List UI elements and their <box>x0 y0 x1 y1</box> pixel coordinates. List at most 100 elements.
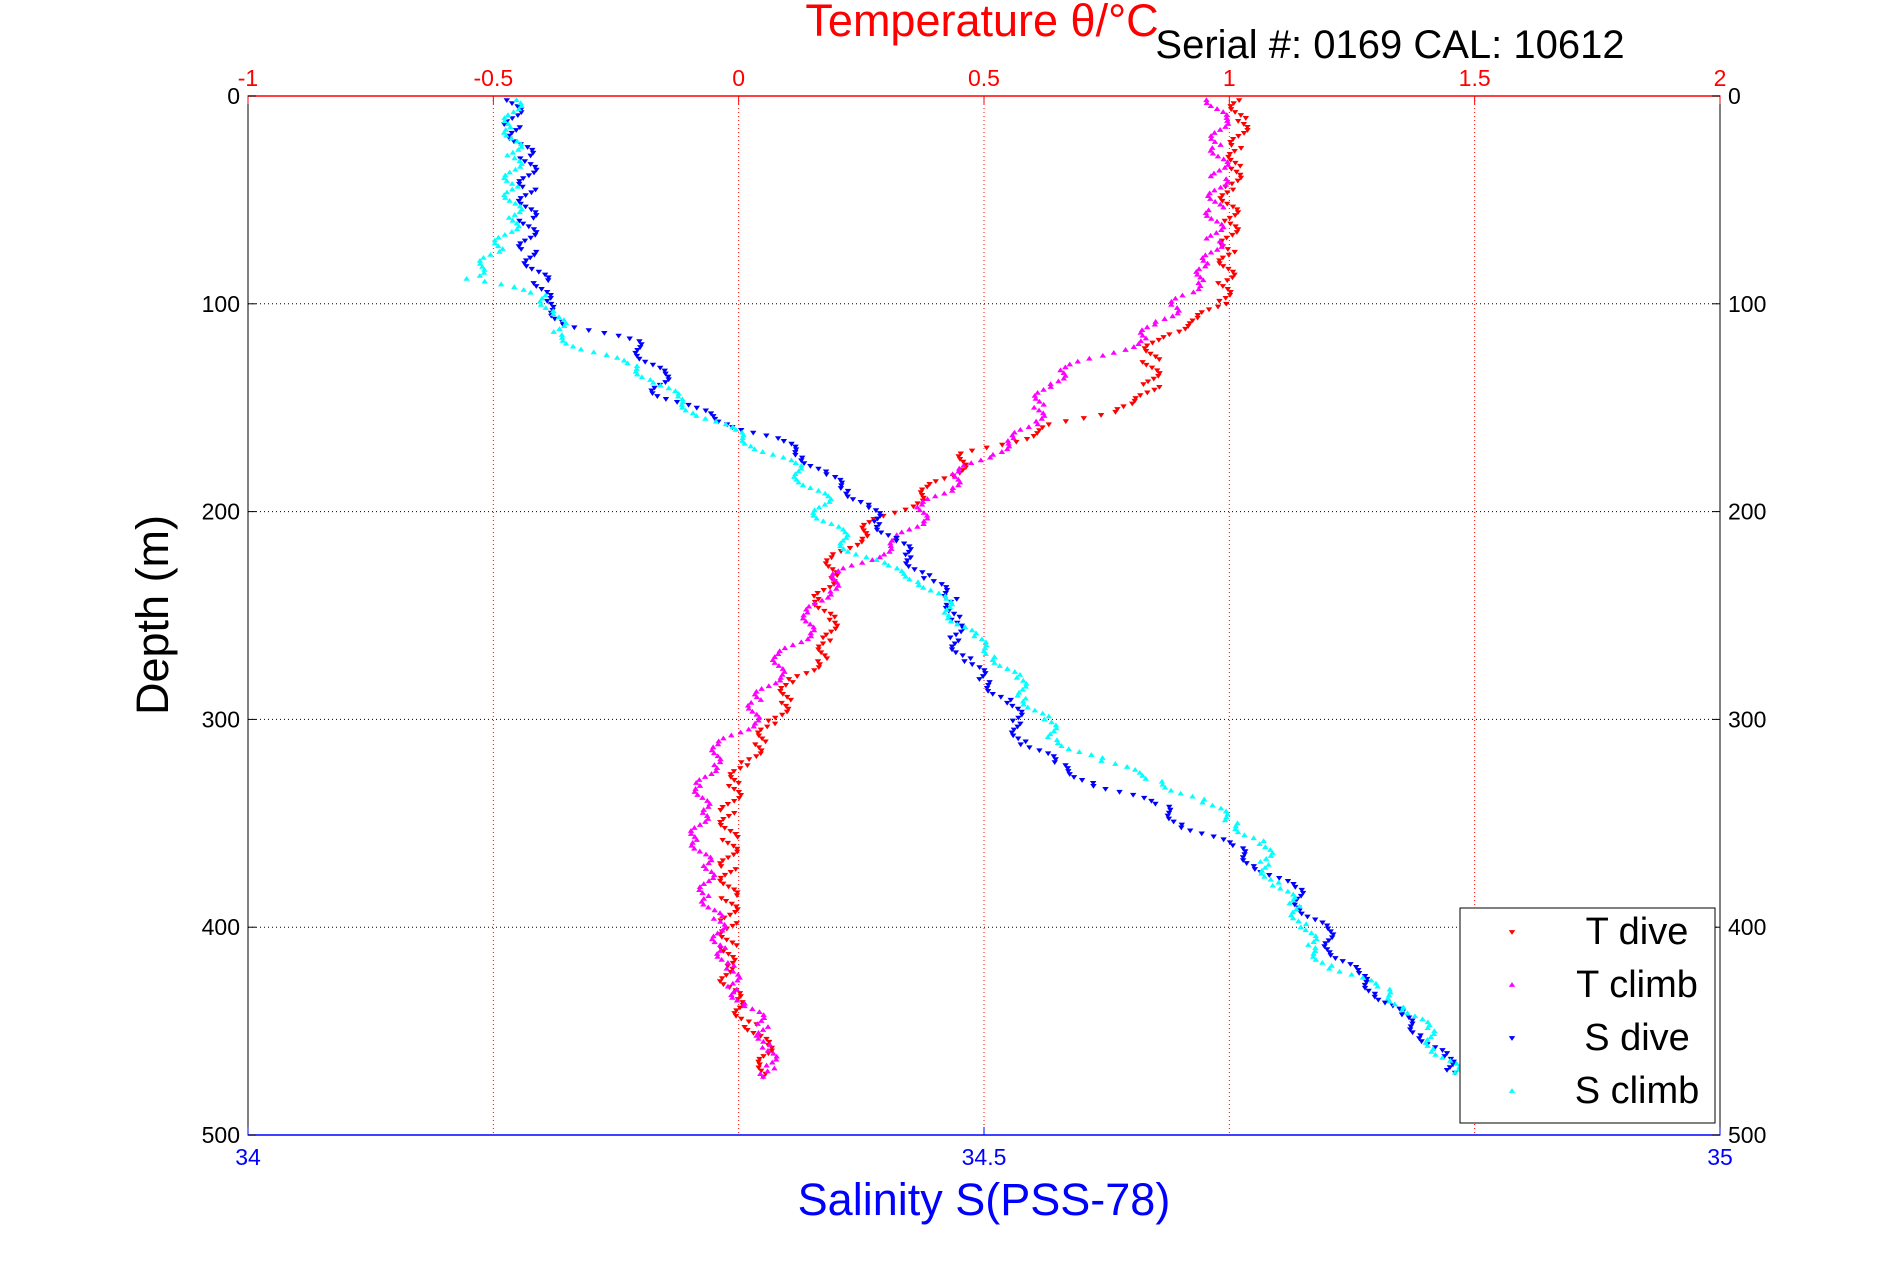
grid-lines <box>248 96 1720 1135</box>
data-point <box>777 688 784 694</box>
data-point <box>866 520 873 525</box>
data-point <box>1137 338 1145 344</box>
data-point <box>636 339 643 345</box>
data-point <box>533 213 540 218</box>
data-point <box>757 697 765 702</box>
data-point <box>798 463 805 468</box>
data-point <box>947 618 955 624</box>
data-point <box>1299 890 1307 896</box>
data-point <box>835 582 842 588</box>
data-point <box>872 508 880 514</box>
data-point <box>1023 680 1030 686</box>
data-point <box>1142 348 1150 354</box>
data-point <box>727 870 734 875</box>
data-point <box>1237 113 1245 118</box>
data-point <box>1186 321 1194 327</box>
data-point <box>771 660 778 665</box>
data-point <box>887 543 895 549</box>
data-point <box>716 979 724 985</box>
data-point <box>1305 942 1312 947</box>
data-point <box>1203 100 1211 106</box>
data-point <box>788 457 795 463</box>
data-point <box>755 745 763 751</box>
data-point <box>954 621 961 627</box>
data-point <box>1239 858 1247 863</box>
data-point <box>1229 269 1237 275</box>
data-point <box>708 936 716 942</box>
data-point <box>1276 876 1283 881</box>
data-point <box>1327 953 1334 958</box>
data-point <box>1022 739 1029 745</box>
data-point <box>1166 332 1173 338</box>
data-point <box>1048 719 1055 725</box>
data-point <box>1205 207 1212 213</box>
data-point <box>923 512 931 518</box>
data-point <box>948 647 956 653</box>
data-point <box>521 238 529 244</box>
data-point <box>527 289 534 295</box>
data-point <box>1158 778 1166 784</box>
data-point <box>1289 915 1297 921</box>
data-point <box>1011 669 1019 674</box>
data-point <box>491 240 499 246</box>
data-point <box>1219 241 1226 247</box>
data-point <box>721 872 729 878</box>
data-point <box>828 521 835 526</box>
data-point <box>983 445 990 451</box>
data-point <box>527 255 534 261</box>
data-point <box>795 479 802 485</box>
data-point <box>910 504 917 510</box>
data-point <box>511 284 518 290</box>
data-point <box>512 166 519 172</box>
data-point <box>725 884 732 890</box>
data-point <box>613 354 621 360</box>
data-point <box>517 141 525 147</box>
data-point <box>735 781 742 786</box>
x-axis-label: Salinity S(PSS-78) <box>798 1174 1171 1225</box>
data-point <box>1355 970 1363 976</box>
data-point <box>876 522 883 527</box>
data-point <box>1417 1033 1424 1039</box>
data-point <box>1374 983 1381 989</box>
data-point <box>527 153 534 159</box>
data-point <box>823 632 830 638</box>
data-point <box>1036 748 1043 754</box>
data-point <box>691 825 698 830</box>
data-point <box>528 147 536 153</box>
left-tick-label: 300 <box>202 706 240 732</box>
data-point <box>689 839 696 845</box>
data-point <box>1209 150 1217 156</box>
data-point <box>914 504 921 510</box>
data-point <box>1325 938 1332 944</box>
data-point <box>513 226 521 232</box>
data-point <box>641 359 649 365</box>
data-point <box>932 493 939 499</box>
data-point <box>517 201 524 207</box>
bottom-tick-label: 35 <box>1707 1144 1733 1170</box>
data-point <box>682 407 689 413</box>
data-point <box>1328 962 1335 968</box>
data-point <box>515 244 523 250</box>
data-point <box>513 97 520 103</box>
data-point <box>982 671 989 676</box>
data-point <box>826 638 834 644</box>
data-point <box>626 336 633 342</box>
data-point <box>807 630 814 636</box>
data-point <box>633 371 641 377</box>
data-point <box>1219 109 1227 114</box>
data-point <box>825 564 832 570</box>
data-point <box>757 751 764 757</box>
data-point <box>714 954 721 959</box>
data-point <box>517 241 524 247</box>
data-point <box>759 1027 767 1032</box>
data-point <box>828 574 836 579</box>
data-point <box>713 765 721 771</box>
data-point <box>1226 292 1234 298</box>
data-point <box>741 1025 748 1030</box>
data-point <box>1424 1043 1431 1048</box>
data-point <box>833 585 840 591</box>
data-point <box>1132 396 1139 401</box>
data-point <box>949 471 956 477</box>
data-point <box>755 1059 762 1065</box>
data-point <box>799 482 807 488</box>
